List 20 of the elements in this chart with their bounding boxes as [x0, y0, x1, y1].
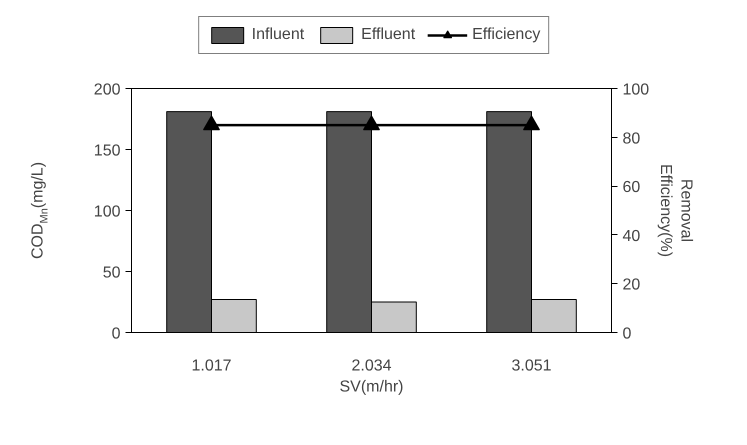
y2-tick-label: 100 [622, 82, 650, 98]
y2-tick-label: 80 [622, 130, 640, 148]
legend-label: Influent [252, 26, 304, 44]
y-tick-label: 50 [102, 264, 121, 282]
x-axis-title: SV(m/hr) [340, 378, 404, 396]
x-tick-label: 1.017 [191, 358, 232, 374]
legend-label: Effluent [361, 26, 416, 44]
legend-label: Efficiency [472, 26, 540, 44]
y-tick-label: 150 [94, 142, 121, 160]
y2-axis-title: Removal Efficiency(%) [657, 164, 695, 258]
y2-tick-label: 60 [622, 179, 640, 196]
y2-tick-label: 40 [622, 228, 640, 245]
y-tick-label: 0 [112, 326, 121, 342]
x-tick-label: 3.051 [511, 358, 552, 374]
y2-tick-label: 20 [622, 276, 640, 294]
y2-tick-label: 0 [622, 326, 632, 342]
y-tick-label: 100 [94, 204, 121, 220]
x-tick-label: 2.034 [351, 358, 392, 374]
y-axis-title: CODMn(mg/L) [30, 162, 50, 260]
y-tick-label: 200 [94, 82, 121, 98]
